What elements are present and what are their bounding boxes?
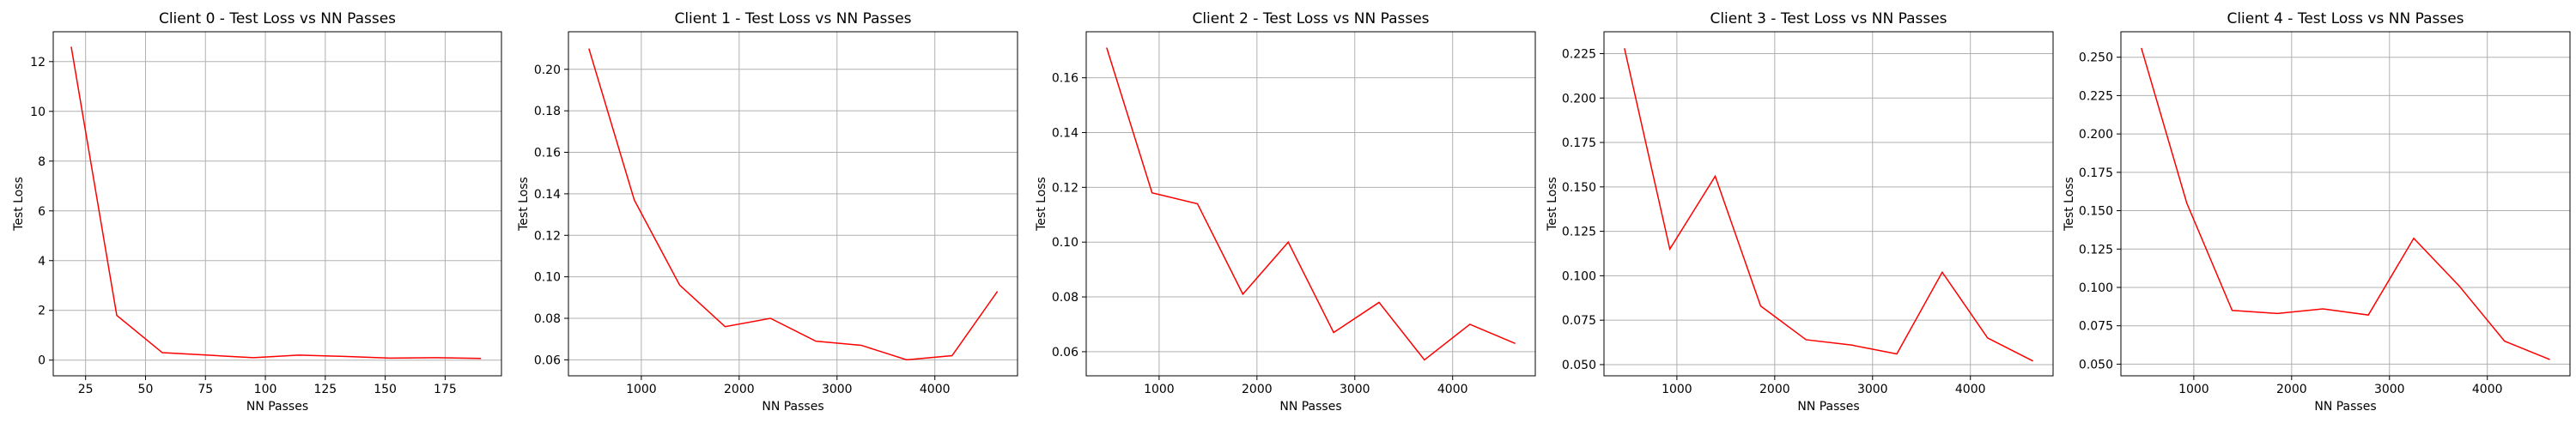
y-tick-label: 8 bbox=[38, 155, 46, 169]
y-tick-label: 0.200 bbox=[1562, 92, 1596, 106]
y-tick-label: 0.14 bbox=[1052, 126, 1078, 140]
x-tick-label: 1000 bbox=[1662, 383, 1692, 396]
x-tick-label: 50 bbox=[138, 383, 154, 396]
axes-frame bbox=[2120, 31, 2571, 377]
y-tick-label: 6 bbox=[38, 205, 46, 219]
y-tick-label: 0.18 bbox=[534, 105, 561, 118]
y-tick-label: 0.06 bbox=[534, 353, 561, 367]
x-tick-label: 4000 bbox=[2472, 383, 2503, 396]
chart-panel-1: 1000 2000 3000 4000 0.06 0.08 0.10 0.12 0.14 0.16… bbox=[517, 10, 1018, 414]
x-tick-label: 3000 bbox=[2374, 383, 2405, 396]
y-axis-label: Test Loss bbox=[2063, 177, 2076, 232]
x-axis-label: NN Passes bbox=[1279, 400, 1341, 414]
y-tick-label: 0.100 bbox=[2079, 281, 2113, 295]
series-line-0 bbox=[1624, 48, 2033, 362]
y-tick-label: 0 bbox=[38, 354, 46, 368]
x-tick-label: 175 bbox=[434, 383, 457, 396]
series-line-0 bbox=[1106, 47, 1516, 361]
y-tick-label: 10 bbox=[30, 106, 46, 119]
x-axis-label: NN Passes bbox=[1797, 400, 1859, 414]
y-tick-label: 0.10 bbox=[1052, 236, 1078, 250]
y-tick-label: 0.125 bbox=[2079, 243, 2113, 257]
axes-frame bbox=[1085, 31, 1536, 377]
x-tick-label: 2000 bbox=[1242, 383, 1273, 396]
x-tick-label: 2000 bbox=[1759, 383, 1790, 396]
y-tick-label: 0.075 bbox=[2079, 320, 2113, 334]
x-tick-label: 1000 bbox=[626, 383, 657, 396]
chart-panel-0: 25 50 75 100 125 150 175 0 2 4 6 8 10 12 Client 0 - Te… bbox=[12, 10, 502, 414]
y-tick-label: 0.200 bbox=[2079, 128, 2113, 142]
y-tick-label: 0.08 bbox=[1052, 291, 1078, 305]
x-tick-label: 150 bbox=[374, 383, 397, 396]
y-axis-label: Test Loss bbox=[1546, 177, 1559, 232]
chart-title: Client 0 - Test Loss vs NN Passes bbox=[159, 10, 396, 27]
y-tick-label: 0.225 bbox=[1562, 47, 1596, 61]
y-tick-label: 0.12 bbox=[1052, 181, 1078, 195]
y-tick-label: 0.12 bbox=[534, 229, 561, 243]
y-tick-label: 0.16 bbox=[534, 147, 561, 160]
y-tick-label: 0.075 bbox=[1562, 314, 1596, 328]
series-line-0 bbox=[70, 46, 482, 360]
y-tick-label: 0.100 bbox=[1562, 269, 1596, 283]
x-tick-label: 75 bbox=[197, 383, 213, 396]
axes-frame bbox=[52, 31, 502, 377]
axes-frame bbox=[568, 31, 1018, 377]
x-tick-label: 3000 bbox=[822, 383, 853, 396]
y-tick-label: 0.250 bbox=[2079, 51, 2113, 65]
x-tick-label: 3000 bbox=[1340, 383, 1370, 396]
x-axis-label: NN Passes bbox=[2314, 400, 2376, 414]
y-tick-label: 0.125 bbox=[1562, 226, 1596, 239]
y-tick-label: 0.175 bbox=[2079, 166, 2113, 180]
x-tick-label: 4000 bbox=[1437, 383, 1468, 396]
x-tick-label: 1000 bbox=[1144, 383, 1175, 396]
axes-frame bbox=[1603, 31, 2054, 377]
y-tick-label: 2 bbox=[38, 305, 46, 318]
y-tick-label: 4 bbox=[38, 255, 46, 269]
x-tick-label: 100 bbox=[254, 383, 277, 396]
y-tick-label: 0.08 bbox=[534, 312, 561, 326]
x-tick-label: 4000 bbox=[1955, 383, 1986, 396]
chart-title: Client 1 - Test Loss vs NN Passes bbox=[674, 10, 911, 27]
x-tick-label: 125 bbox=[313, 383, 337, 396]
chart-panel-3: 1000 2000 3000 4000 0.050 0.075 0.100 0.125 0.15… bbox=[1546, 10, 2054, 414]
x-tick-label: 1000 bbox=[2178, 383, 2209, 396]
y-tick-label: 0.10 bbox=[534, 271, 561, 285]
x-tick-label: 25 bbox=[78, 383, 94, 396]
y-tick-label: 0.06 bbox=[1052, 346, 1078, 360]
x-tick-label: 2000 bbox=[2276, 383, 2307, 396]
y-tick-label: 0.225 bbox=[2079, 89, 2113, 103]
y-tick-label: 0.175 bbox=[1562, 136, 1596, 150]
y-tick-label: 0.050 bbox=[1562, 359, 1596, 372]
chart-title: Client 4 - Test Loss vs NN Passes bbox=[2227, 10, 2464, 27]
x-tick-label: 3000 bbox=[1857, 383, 1888, 396]
series-line-0 bbox=[2141, 47, 2550, 360]
y-tick-label: 0.20 bbox=[534, 63, 561, 77]
chart-panel-2: 1000 2000 3000 4000 0.06 0.08 0.10 0.12 0.14 0.16… bbox=[1035, 10, 1536, 414]
chart-panel-4: 1000 2000 3000 4000 0.050 0.075 0.100 0.125 0.15… bbox=[2063, 10, 2571, 414]
y-axis-label: Test Loss bbox=[12, 177, 26, 232]
x-tick-label: 4000 bbox=[920, 383, 951, 396]
y-tick-label: 0.050 bbox=[2079, 358, 2113, 372]
y-axis-label: Test Loss bbox=[1035, 177, 1048, 232]
series-line-0 bbox=[588, 48, 999, 361]
y-tick-label: 12 bbox=[30, 56, 46, 69]
y-tick-label: 0.16 bbox=[1052, 72, 1078, 86]
x-tick-label: 2000 bbox=[724, 383, 755, 396]
x-axis-label: NN Passes bbox=[246, 400, 308, 414]
y-tick-label: 0.150 bbox=[1562, 181, 1596, 195]
chart-title: Client 2 - Test Loss vs NN Passes bbox=[1192, 10, 1429, 27]
chart-title: Client 3 - Test Loss vs NN Passes bbox=[1710, 10, 1947, 27]
y-tick-label: 0.150 bbox=[2079, 205, 2113, 219]
y-tick-label: 0.14 bbox=[534, 188, 561, 202]
y-axis-label: Test Loss bbox=[517, 177, 531, 232]
x-axis-label: NN Passes bbox=[762, 400, 823, 414]
